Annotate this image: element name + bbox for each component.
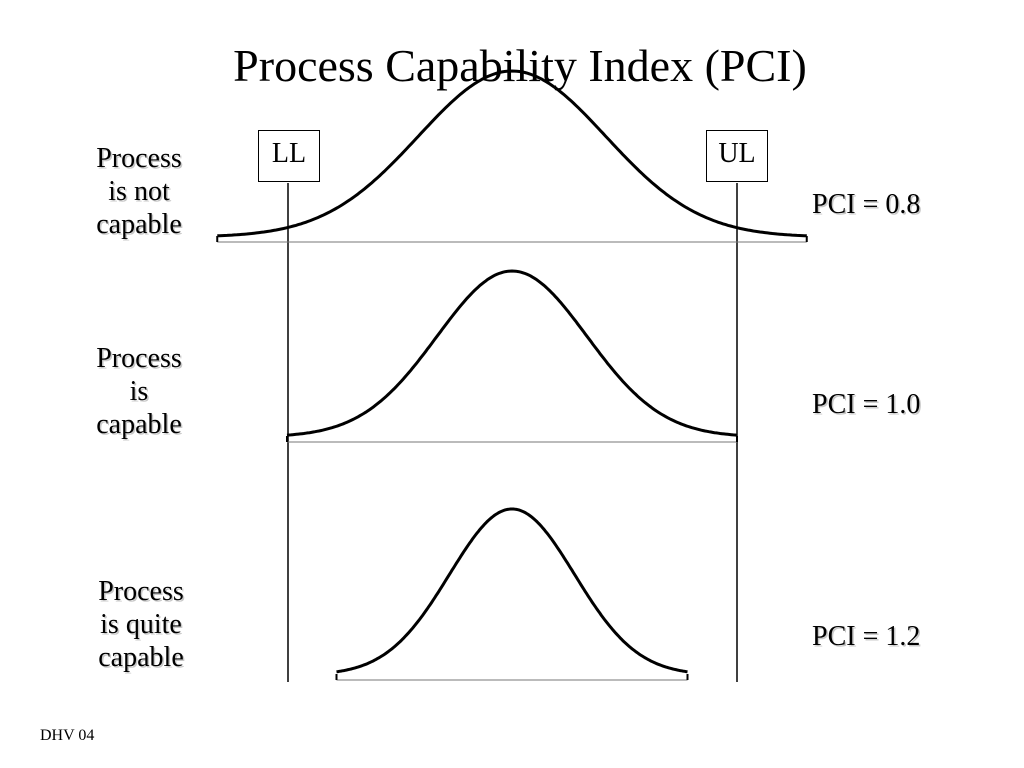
- upper-limit-box: UL: [706, 130, 768, 182]
- footer-text: DHV 04: [40, 727, 95, 744]
- row-label-quite-capable: Process is quite capable: [98, 576, 184, 673]
- bell-curve-0-8: [217, 69, 807, 238]
- row-label-capable: Process is capable: [96, 343, 182, 440]
- upper-limit-label: UL: [718, 138, 756, 169]
- lower-limit-box: LL: [258, 130, 320, 182]
- pci-value-1-2: PCI = 1.2: [812, 621, 921, 652]
- pci-value-0-8: PCI = 0.8: [812, 189, 921, 220]
- bell-curve-1-2: [336, 507, 688, 674]
- bell-curve-1: [286, 269, 738, 437]
- pci-value-1-0: PCI = 1.0: [812, 389, 921, 420]
- distribution-curves: [216, 69, 808, 681]
- slide-title: Process Capability Index (PCI): [233, 40, 807, 91]
- row-label-not-capable: Process is not capable: [96, 143, 182, 240]
- lower-limit-label: LL: [271, 138, 307, 169]
